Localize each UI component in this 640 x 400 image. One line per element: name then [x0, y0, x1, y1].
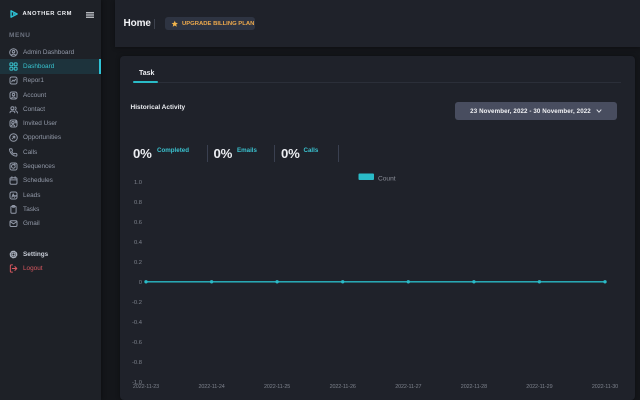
svg-text:-0.2: -0.2 [132, 300, 142, 306]
svg-text:2022-11-25: 2022-11-25 [264, 384, 290, 390]
svg-text:-0.8: -0.8 [132, 360, 142, 366]
svg-text:-0.4: -0.4 [132, 320, 143, 326]
svg-text:0.2: 0.2 [134, 260, 142, 266]
svg-text:2022-11-26: 2022-11-26 [330, 384, 356, 390]
svg-text:0.4: 0.4 [134, 240, 143, 246]
svg-text:Count: Count [378, 175, 396, 182]
svg-text:2022-11-24: 2022-11-24 [199, 384, 225, 390]
svg-text:2022-11-30: 2022-11-30 [592, 384, 618, 390]
svg-text:2022-11-28: 2022-11-28 [461, 384, 487, 390]
svg-text:-1.0: -1.0 [132, 380, 142, 386]
svg-text:2022-11-27: 2022-11-27 [395, 384, 421, 390]
svg-text:1.0: 1.0 [134, 180, 142, 186]
svg-text:2022-11-29: 2022-11-29 [526, 384, 552, 390]
svg-text:0: 0 [139, 280, 142, 286]
svg-text:-0.6: -0.6 [132, 340, 142, 346]
svg-text:2022-11-23: 2022-11-23 [133, 384, 159, 390]
svg-text:0.8: 0.8 [134, 200, 142, 206]
svg-text:0.6: 0.6 [134, 220, 142, 226]
